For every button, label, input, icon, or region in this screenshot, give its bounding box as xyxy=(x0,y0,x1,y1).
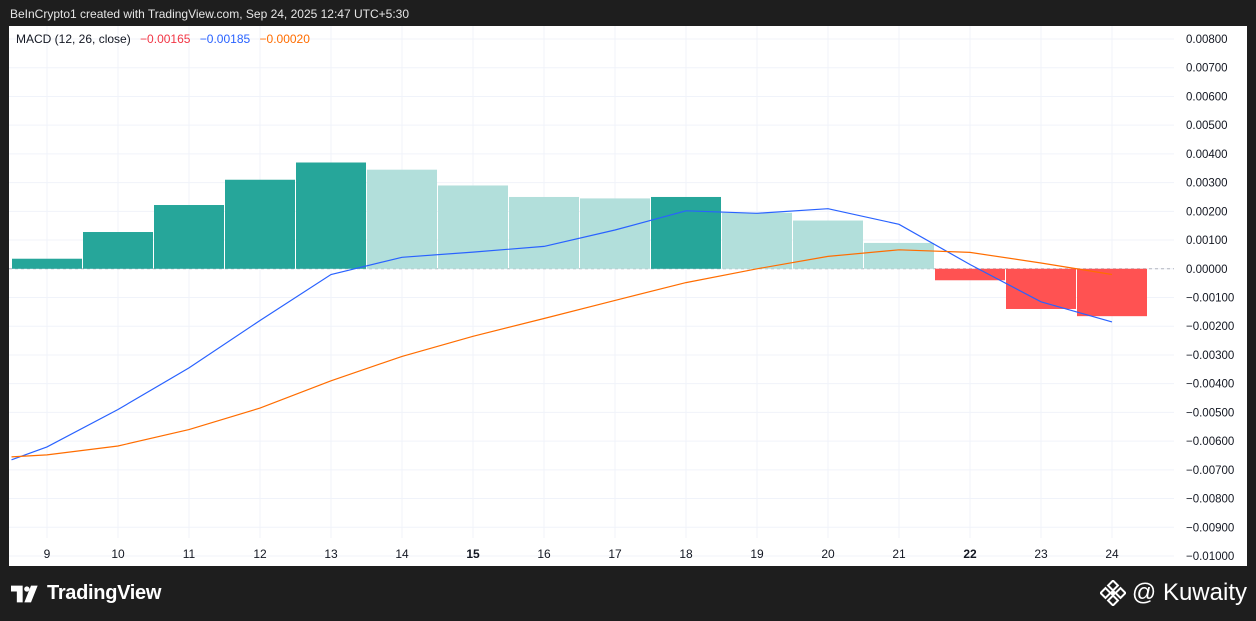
histogram-bar xyxy=(580,198,650,269)
x-tick-label: 10 xyxy=(111,547,125,561)
y-tick-label: −0.00200 xyxy=(1186,321,1234,333)
x-tick-label: 24 xyxy=(1105,547,1119,561)
macd-chart[interactable]: 0.00800 0.00700 0.00600 0.00500 0.00400 0.003… xyxy=(9,26,1247,566)
histogram-bar xyxy=(154,205,224,269)
y-tick-label: 0.00700 xyxy=(1186,63,1228,75)
x-tick-label: 22 xyxy=(963,547,977,561)
histogram-bar xyxy=(651,196,721,269)
grid xyxy=(9,26,1174,557)
x-tick-label: 17 xyxy=(608,547,622,561)
histogram-bar xyxy=(438,185,508,269)
y-axis[interactable]: 0.00800 0.00700 0.00600 0.00500 0.00400 0.003… xyxy=(1186,34,1234,563)
histogram-bar xyxy=(367,169,437,269)
y-tick-label: −0.00500 xyxy=(1186,407,1234,419)
y-tick-label: 0.00600 xyxy=(1186,91,1228,103)
tradingview-logo-text: TradingView xyxy=(47,582,162,604)
histogram-bar xyxy=(296,162,366,269)
histogram-bar xyxy=(1077,268,1147,317)
histogram-bar xyxy=(83,232,153,269)
y-tick-label: 0.00800 xyxy=(1186,34,1228,46)
y-tick-label: −0.00800 xyxy=(1186,494,1234,506)
y-tick-label: −0.00400 xyxy=(1186,379,1234,391)
y-tick-label: −0.00100 xyxy=(1186,293,1234,305)
histogram-bar xyxy=(509,196,579,269)
x-axis[interactable]: 9 10 11 12 13 14 15 16 17 18 19 20 21 22 23 24 xyxy=(44,547,1119,561)
x-tick-label: 18 xyxy=(679,547,693,561)
binance-icon xyxy=(1099,580,1126,606)
histogram-bar xyxy=(935,268,1005,281)
histogram-bar xyxy=(12,258,82,269)
x-tick-label: 14 xyxy=(395,547,409,561)
y-tick-label: −0.00600 xyxy=(1186,436,1234,448)
watermark: @ Kuwaity xyxy=(1099,579,1247,607)
x-tick-label: 15 xyxy=(466,547,480,561)
legend-macd-value: −0.00185 xyxy=(199,32,251,46)
y-tick-label: −0.00300 xyxy=(1186,350,1234,362)
x-tick-label: 13 xyxy=(324,547,338,561)
legend-signal-value: −0.00020 xyxy=(259,32,310,46)
signal-line xyxy=(11,249,1113,458)
indicator-legend[interactable]: MACD (12, 26, close) −0.00165 −0.00185 −… xyxy=(16,32,316,46)
y-tick-label: 0.00300 xyxy=(1186,178,1228,190)
histogram-bar xyxy=(793,220,863,269)
chart-header: BeInCrypto1 created with TradingView.com… xyxy=(0,0,1256,26)
histogram-bar xyxy=(722,212,792,269)
watermark-handle: @ Kuwaity xyxy=(1131,579,1247,606)
y-tick-label: 0.00500 xyxy=(1186,120,1228,132)
y-tick-label: 0.00200 xyxy=(1186,206,1228,218)
y-tick-label: 0.00400 xyxy=(1186,149,1228,161)
x-tick-label: 16 xyxy=(537,547,551,561)
legend-histogram-value: −0.00165 xyxy=(140,32,191,46)
y-tick-label: −0.01000 xyxy=(1186,551,1234,563)
tradingview-logo[interactable]: TradingView xyxy=(11,582,161,605)
footer: TradingView @ Kuwaity xyxy=(0,566,1256,621)
histogram-bars xyxy=(12,162,1147,317)
histogram-bar xyxy=(864,242,934,269)
y-tick-label: −0.00700 xyxy=(1186,465,1234,477)
x-tick-label: 20 xyxy=(821,547,835,561)
header-text: BeInCrypto1 created with TradingView.com… xyxy=(10,7,410,21)
tradingview-logo-icon xyxy=(11,585,38,602)
y-tick-label: 0.00000 xyxy=(1186,264,1228,276)
x-tick-label: 9 xyxy=(44,547,51,561)
chart-panel[interactable]: 0.00800 0.00700 0.00600 0.00500 0.00400 0.003… xyxy=(9,26,1247,566)
histogram-bar xyxy=(225,179,295,269)
x-tick-label: 12 xyxy=(253,547,267,561)
x-tick-label: 19 xyxy=(750,547,764,561)
x-tick-label: 23 xyxy=(1034,547,1048,561)
indicator-lines xyxy=(11,208,1113,461)
x-tick-label: 21 xyxy=(892,547,906,561)
macd-line xyxy=(11,208,1113,461)
y-tick-label: 0.00100 xyxy=(1186,235,1228,247)
x-tick-label: 11 xyxy=(183,547,196,561)
y-tick-label: −0.00900 xyxy=(1186,522,1234,534)
legend-label: MACD (12, 26, close) xyxy=(16,32,131,46)
